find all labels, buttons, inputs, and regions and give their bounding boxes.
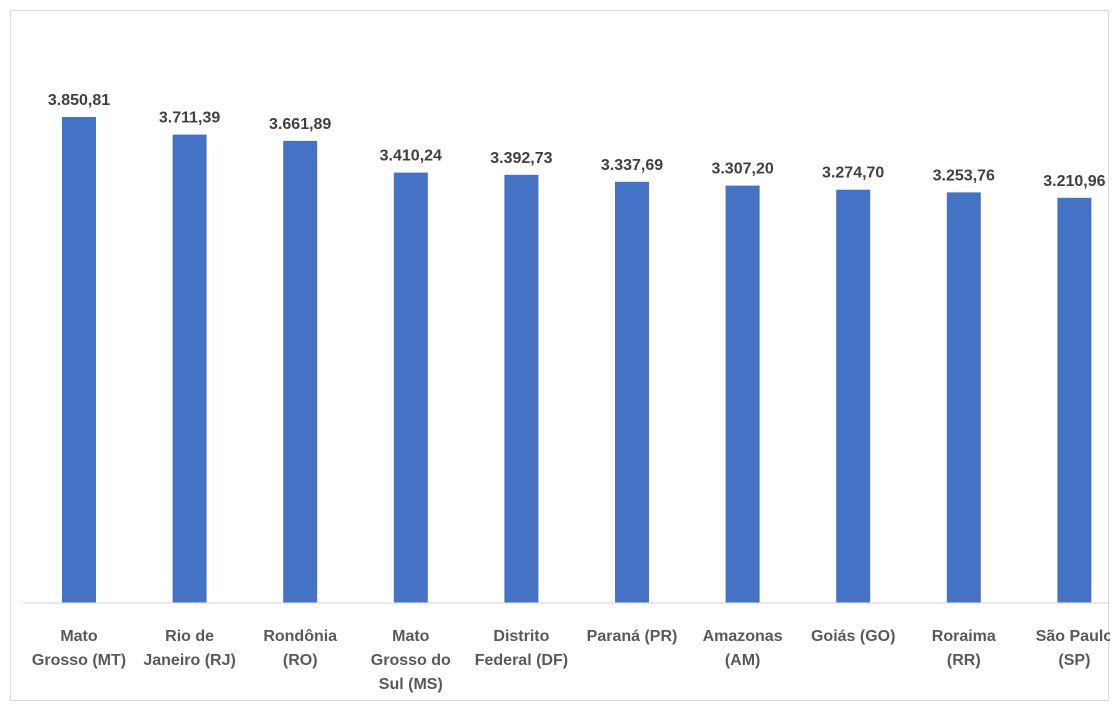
category-tick-label: São Paulo (SP) xyxy=(1036,628,1110,669)
category-label-line: (AM) xyxy=(725,652,761,669)
category-label-line: Distrito xyxy=(493,628,549,645)
data-label: 3.337,69 xyxy=(601,157,663,174)
category-label-line: Federal (DF) xyxy=(475,652,568,669)
category-tick-label: Goiás (GO) xyxy=(811,628,895,645)
category-tick-label: Roraima (RR) xyxy=(932,628,996,669)
bar xyxy=(393,172,428,603)
category-label-line: Paraná (PR) xyxy=(587,628,678,645)
bar-chart: 3.850,81 Mato Grosso (MT) 3.711,39 Rio de Jan… xyxy=(23,92,1110,693)
data-label: 3.307,20 xyxy=(711,161,773,178)
bar xyxy=(504,174,539,604)
data-label: 3.410,24 xyxy=(380,148,442,165)
bar xyxy=(62,117,96,603)
data-label: 3.850,81 xyxy=(48,92,110,109)
data-label: 3.210,96 xyxy=(1043,173,1105,190)
bar xyxy=(1057,197,1092,604)
category-label-line: Roraima xyxy=(932,628,996,645)
bar xyxy=(836,189,871,603)
category-tick-label: Amazonas (AM) xyxy=(703,628,783,669)
category-label-line: Grosso do xyxy=(371,652,451,669)
data-label: 3.392,73 xyxy=(490,150,552,167)
category-label-line: Janeiro (RJ) xyxy=(143,652,235,669)
bar xyxy=(946,192,981,603)
category-tick-label: Distrito Federal (DF) xyxy=(475,628,568,669)
category-label-line: (RR) xyxy=(947,652,981,669)
chart-frame: 3.850,81 Mato Grosso (MT) 3.711,39 Rio de Jan… xyxy=(10,10,1110,701)
category-tick-label: Mato Grosso (MT) xyxy=(32,628,126,669)
bar xyxy=(172,134,207,603)
category-tick-label: Rondônia (RO) xyxy=(263,628,337,669)
data-label: 3.253,76 xyxy=(933,167,995,184)
category-label-line: (SP) xyxy=(1058,652,1090,669)
category-tick-label: Rio de Janeiro (RJ) xyxy=(143,628,235,669)
category-label-line: Goiás (GO) xyxy=(811,628,895,645)
category-tick-label: Mato Grosso do Sul (MS) xyxy=(371,628,451,693)
category-label-line: Rondônia xyxy=(263,628,337,645)
category-label-line: São Paulo xyxy=(1036,628,1110,645)
data-label: 3.274,70 xyxy=(822,165,884,182)
bar xyxy=(615,181,649,604)
category-label-line: Grosso (MT) xyxy=(32,652,126,669)
data-label: 3.661,89 xyxy=(269,116,331,133)
category-label-line: (RO) xyxy=(283,652,318,669)
category-label-line: Rio de xyxy=(165,628,214,645)
bar xyxy=(283,140,318,603)
category-label-line: Mato xyxy=(392,628,430,645)
bar xyxy=(725,185,760,603)
category-label-line: Mato xyxy=(60,628,98,645)
category-label-line: Sul (MS) xyxy=(379,676,443,693)
data-label: 3.711,39 xyxy=(159,110,221,127)
category-tick-label: Paraná (PR) xyxy=(587,628,678,645)
category-label-line: Amazonas xyxy=(703,628,783,645)
